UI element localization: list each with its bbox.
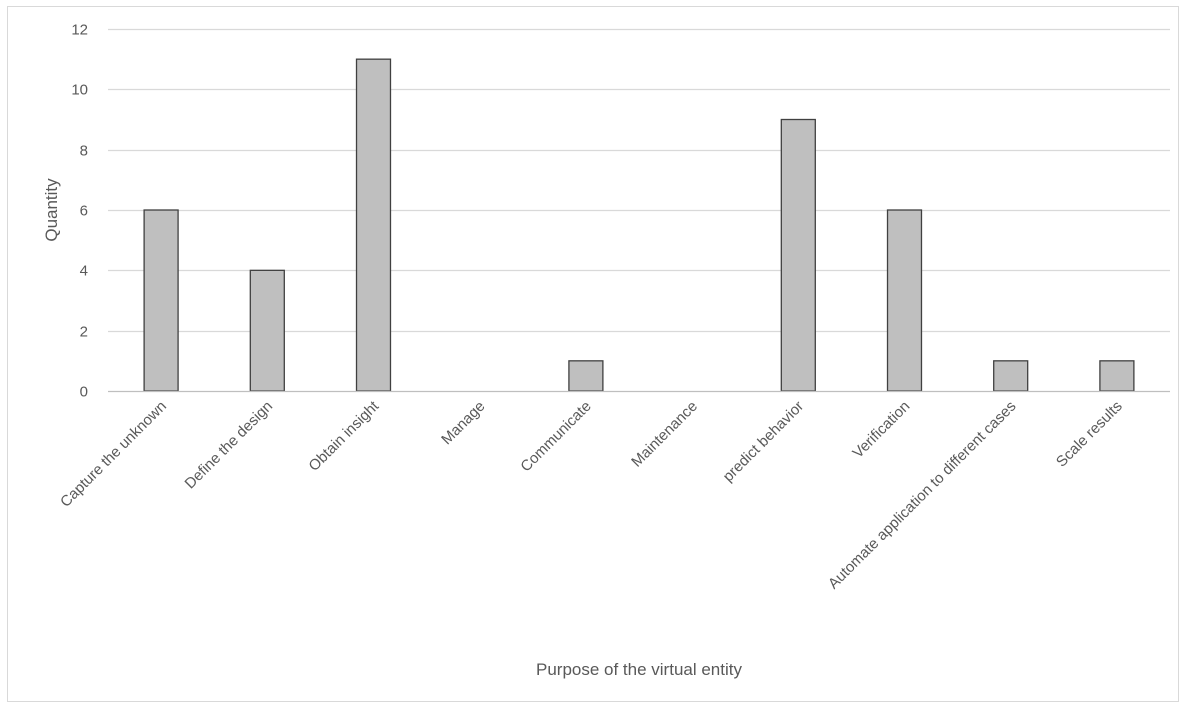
bar xyxy=(993,360,1029,392)
y-tick-label: 2 xyxy=(80,324,88,341)
bar xyxy=(1099,360,1135,392)
y-tick-label: 8 xyxy=(80,143,88,160)
chart-frame xyxy=(7,6,1179,702)
y-tick-labels: 0 2 4 6 8 10 12 xyxy=(71,22,88,401)
bar xyxy=(249,269,285,392)
y-tick-label: 12 xyxy=(71,22,88,39)
bar xyxy=(355,58,392,392)
y-tick-label: 4 xyxy=(80,263,88,280)
y-tick-label: 10 xyxy=(71,82,88,99)
bar xyxy=(568,360,604,392)
bar xyxy=(780,118,816,392)
x-axis-title: Purpose of the virtual entity xyxy=(536,660,743,679)
bars xyxy=(143,58,1135,392)
y-tick-label: 6 xyxy=(80,203,88,220)
gridlines xyxy=(108,28,1170,333)
y-axis-title: Quantity xyxy=(42,178,61,242)
bar xyxy=(886,209,923,392)
y-tick-label: 0 xyxy=(80,384,88,401)
bar xyxy=(143,209,179,392)
